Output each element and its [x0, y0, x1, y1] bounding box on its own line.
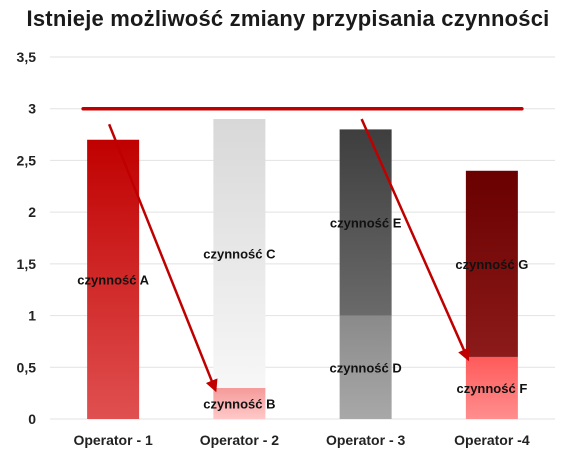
segment-label: czynność F: [456, 381, 527, 396]
bar-segment: [465, 170, 518, 357]
bars: [87, 119, 518, 419]
x-category-label: Operator - 2: [200, 432, 280, 448]
x-axis-categories: Operator - 1 Operator - 2 Operator - 3 Oper…: [73, 432, 529, 448]
segment-label: czynność D: [330, 360, 402, 375]
segment-labels: czynność A czynność B czynność C czynność D…: [77, 215, 528, 411]
arrow: [107, 123, 218, 393]
y-tick-label: 2,5: [17, 152, 37, 168]
bar-segment: [465, 356, 518, 419]
bar-segment: [87, 139, 140, 419]
segment-label: czynność E: [330, 215, 402, 230]
x-category-label: Operator -4: [454, 432, 530, 448]
arrow: [360, 118, 470, 362]
y-tick-label: 2: [28, 204, 36, 220]
chart-title: Istnieje możliwość zmiany przypisania cz…: [26, 6, 550, 31]
segment-label: czynność A: [77, 272, 149, 287]
bar-segment: [339, 129, 392, 316]
y-tick-label: 1,5: [17, 256, 37, 272]
y-tick-label: 0: [28, 411, 36, 427]
y-tick-label: 1: [28, 308, 36, 324]
y-tick-label: 0,5: [17, 359, 37, 375]
x-category-label: Operator - 3: [326, 432, 406, 448]
y-axis-ticks: 0 0,5 1 1,5 2 2,5 3 3,5: [17, 49, 37, 427]
segment-label: czynność G: [455, 257, 528, 272]
arrows: [107, 118, 470, 393]
x-category-label: Operator - 1: [73, 432, 153, 448]
segment-label: czynność B: [203, 396, 275, 411]
bar-segment: [339, 315, 392, 419]
y-tick-label: 3,5: [17, 49, 37, 65]
bar-segment: [213, 119, 266, 388]
segment-label: czynność C: [203, 247, 276, 262]
y-tick-label: 3: [28, 101, 36, 117]
bar-segment: [213, 387, 266, 419]
